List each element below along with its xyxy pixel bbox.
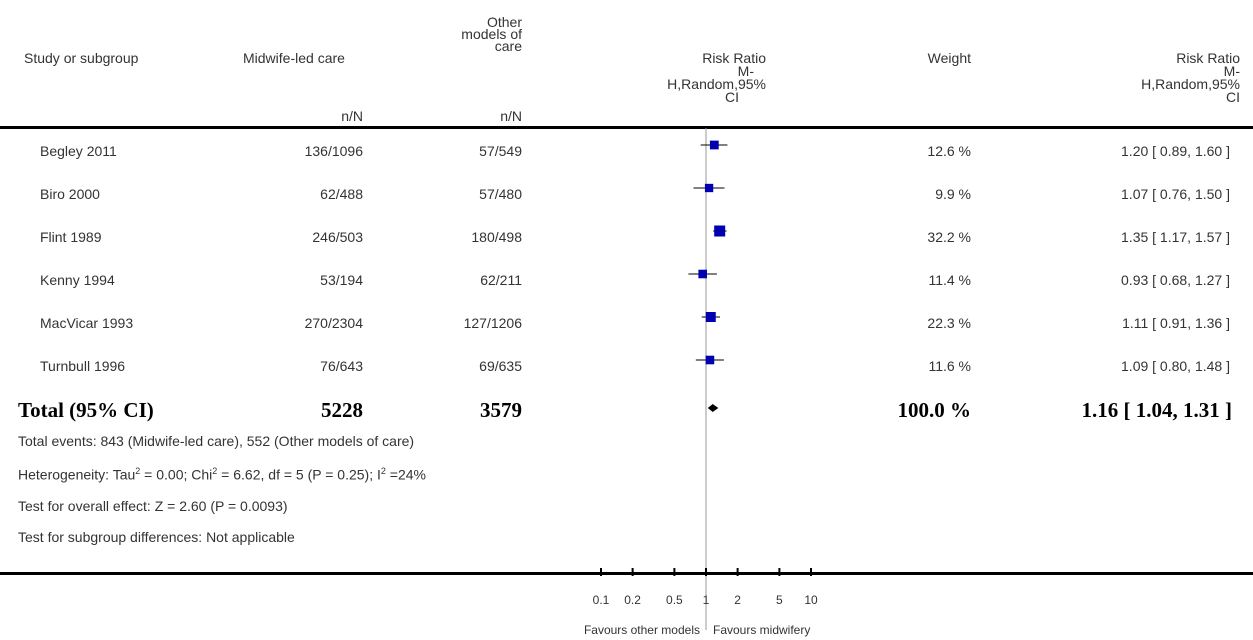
total-weight: 100.0 % [897,398,972,422]
header-rr2-line-2: M- [1223,63,1240,79]
effect-box [709,140,719,150]
study-name: Kenny 1994 [40,272,115,288]
header-experimental-sub: n/N [341,108,363,124]
axis-tick-label: 0.5 [666,593,683,607]
header-rr-line-1: Risk Ratio [702,50,766,66]
effect-box [705,312,716,322]
superscript: 2 [380,466,386,476]
study-ci: 1.35 [ 1.17, 1.57 ] [1121,229,1230,245]
effect-box [705,355,715,365]
control-events: 57/480 [479,186,522,202]
header-risk-ratio-plot: Risk Ratio M- H,Random,95% CI [620,50,780,105]
header-rr2-line-4: CI [1226,89,1240,105]
control-events: 127/1206 [463,315,522,331]
control-events: 62/211 [480,272,522,288]
header-control-line-2: models of [461,26,522,42]
experimental-events: 270/2304 [304,315,363,331]
axis-tick-label: 0.2 [624,593,641,607]
study-ci: 0.93 [ 0.68, 1.27 ] [1121,272,1230,288]
control-events: 69/635 [479,358,522,374]
header-rr-line-4: CI [725,89,739,105]
experimental-events: 53/194 [320,272,363,288]
axis-tick-label: 5 [776,593,783,607]
study-weight: 22.3 % [927,315,971,331]
total-control: 3579 [480,398,522,422]
header-control-line-3: care [494,38,522,54]
header-experimental: Midwife-led care [243,50,345,66]
favours-left-label: Favours other models [584,623,700,637]
experimental-events: 62/488 [320,186,363,202]
study-name: Flint 1989 [40,229,102,245]
header-weight: Weight [927,50,971,66]
study-name: Begley 2011 [40,143,117,159]
heterogeneity-note: Heterogeneity: Tau2 = 0.00; Chi2 = 6.62,… [18,466,426,483]
study-ci: 1.07 [ 0.76, 1.50 ] [1121,186,1230,202]
overall-effect-note: Test for overall effect: Z = 2.60 (P = 0… [18,498,288,514]
control-events: 180/498 [471,229,522,245]
study-weight: 9.9 % [935,186,971,202]
subgroup-note: Test for subgroup differences: Not appli… [18,529,295,545]
header-study: Study or subgroup [24,50,139,66]
header-control: Other models of care [420,14,522,54]
study-name: MacVicar 1993 [40,315,134,331]
study-name: Turnbull 1996 [40,358,126,374]
effect-box [714,225,726,237]
favours-right-label: Favours midwifery [713,623,810,637]
study-ci: 1.09 [ 0.80, 1.48 ] [1121,358,1230,374]
heterogeneity-part-a: Heterogeneity: Tau [18,466,136,483]
study-weight: 32.2 % [927,229,971,245]
total-label: Total (95% CI) [18,398,154,422]
axis-tick-label: 1 [703,593,710,607]
header-rule [0,126,1253,129]
heterogeneity-part-d: =24% [385,466,426,483]
superscript: 2 [135,466,141,476]
total-events-note: Total events: 843 (Midwife-led care), 55… [18,433,415,449]
header-rr-line-3: H,Random,95% [667,76,766,92]
study-ci: 1.20 [ 0.89, 1.60 ] [1121,143,1230,159]
header-control-line-1: Other [486,14,522,30]
effect-box [698,269,707,279]
heterogeneity-part-b: = 0.00; Chi [140,466,213,483]
experimental-events: 246/503 [312,229,363,245]
study-weight: 12.6 % [927,143,971,159]
header-rr-line-2: M- [737,63,754,79]
heterogeneity-part-c: = 6.62, df = 5 (P = 0.25); I [217,466,381,483]
header-rr2-line-3: H,Random,95% [1141,76,1240,92]
axis-tick-label: 2 [734,593,741,607]
experimental-events: 136/1096 [304,143,363,159]
effect-box [704,183,714,193]
header-rr2-line-1: Risk Ratio [1176,50,1240,66]
superscript: 2 [212,466,218,476]
pooled-diamond [707,404,719,412]
study-name: Biro 2000 [40,186,100,202]
study-weight: 11.6 % [928,358,971,374]
bottom-rule [0,572,1253,575]
study-ci: 1.11 [ 0.91, 1.36 ] [1122,315,1230,331]
total-experimental: 5228 [321,398,363,422]
axis-tick-label: 10 [804,593,818,607]
total-ci: 1.16 [ 1.04, 1.31 ] [1081,398,1233,422]
study-weight: 11.4 % [928,272,971,288]
header-risk-ratio-value: Risk Ratio M- H,Random,95% CI [1090,50,1240,105]
experimental-events: 76/643 [320,358,363,374]
control-events: 57/549 [479,143,522,159]
header-control-sub: n/N [500,108,522,124]
axis-tick-label: 0.1 [593,593,610,607]
